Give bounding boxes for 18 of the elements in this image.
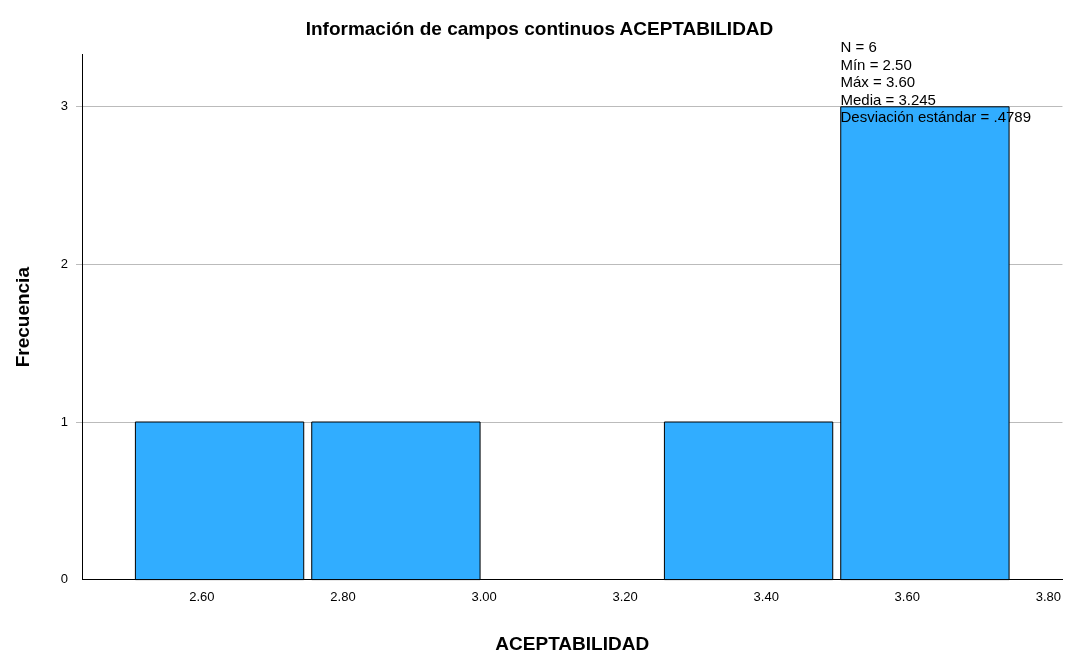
chart-title: Información de campos continuos ACEPTABILIDAD bbox=[305, 17, 774, 39]
annotation: Media = 3.245 bbox=[840, 90, 936, 108]
annotation: Máx = 3.60 bbox=[840, 73, 916, 91]
y-tick-label: 0 bbox=[60, 571, 69, 587]
y-axis-title: Frecuencia bbox=[11, 266, 33, 368]
x-tick-label: 3.00 bbox=[471, 588, 497, 604]
y-tick-label: 2 bbox=[60, 255, 69, 271]
x-tick-label: 2.60 bbox=[189, 588, 215, 604]
x-tick-label: 3.40 bbox=[753, 588, 779, 604]
x-tick-label: 2.80 bbox=[330, 588, 356, 604]
x-tick-label: 3.80 bbox=[1035, 588, 1062, 604]
x-tick-label: 3.20 bbox=[612, 588, 638, 604]
y-tick-label: 1 bbox=[60, 413, 69, 429]
x-tick-label: 3.60 bbox=[894, 588, 920, 604]
y-tick-label: 3 bbox=[60, 98, 69, 114]
annotation: Mín = 2.50 bbox=[840, 55, 912, 73]
annotation: N = 6 bbox=[840, 38, 877, 56]
x-axis-title: ACEPTABILIDAD bbox=[495, 632, 650, 654]
